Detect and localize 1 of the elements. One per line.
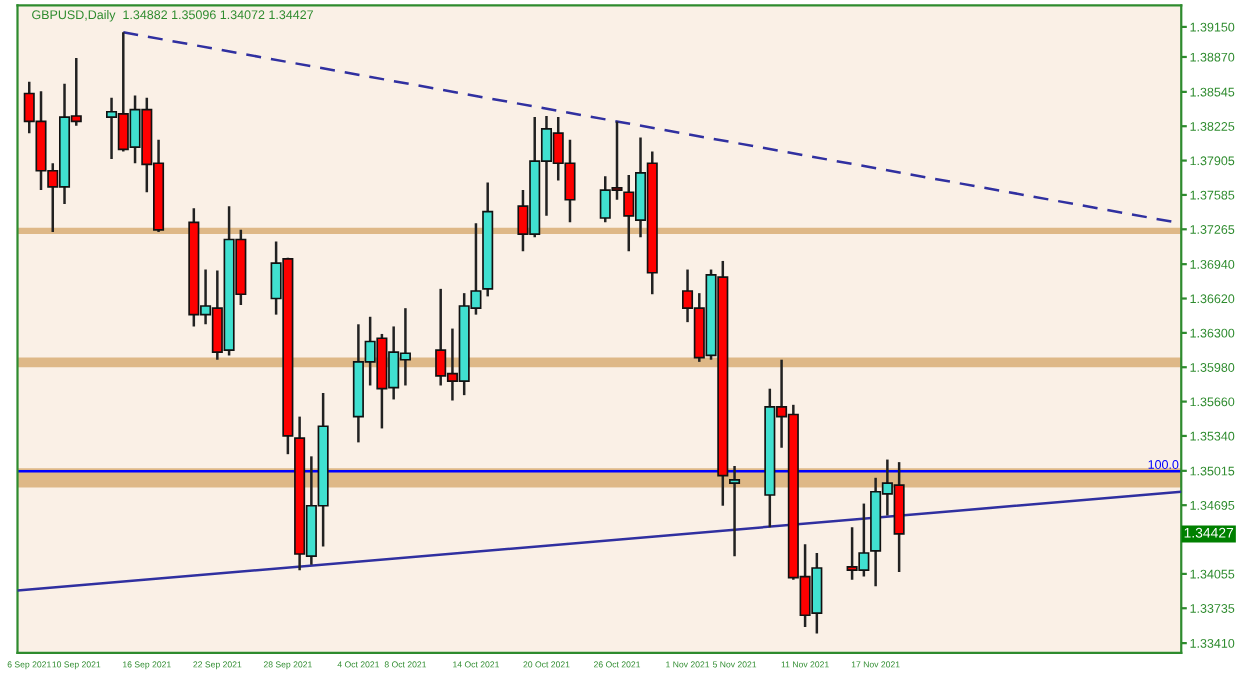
candlestick [729,464,741,558]
